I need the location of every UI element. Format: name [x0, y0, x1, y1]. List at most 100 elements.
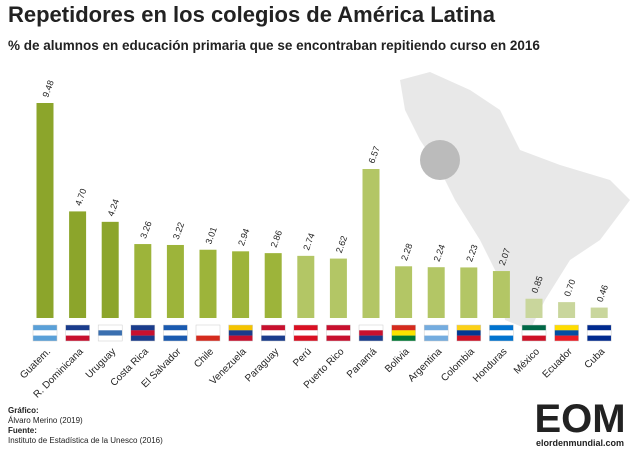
bar	[297, 255, 315, 318]
flag-border	[293, 324, 319, 342]
flag	[489, 330, 514, 336]
flag	[326, 335, 351, 341]
flag	[456, 335, 481, 341]
x-tick-label: Panamá	[345, 346, 379, 380]
flag	[554, 330, 579, 336]
flag	[33, 325, 57, 331]
flag	[293, 325, 318, 331]
value-label: 2.28	[399, 242, 414, 262]
flag	[424, 325, 449, 331]
value-label: 4.24	[106, 198, 121, 218]
value-label: 4.70	[73, 187, 88, 207]
footer-text: Instituto de Estadística de la Unesco (2…	[8, 436, 163, 445]
flag	[163, 325, 188, 331]
flag-border	[228, 324, 253, 342]
flag-border	[391, 324, 416, 342]
x-tick-label: Perú	[291, 346, 314, 369]
flag-border	[130, 324, 156, 342]
flag	[130, 335, 155, 341]
flag	[489, 325, 514, 331]
flag	[228, 330, 253, 336]
value-label: 2.23	[464, 243, 479, 263]
flag	[196, 335, 220, 341]
footer-label: Gráfico:	[8, 406, 39, 415]
x-tick-label: México	[512, 346, 542, 376]
value-label: 2.86	[269, 229, 284, 249]
flag	[587, 325, 612, 331]
flag	[359, 330, 383, 336]
bar	[232, 251, 250, 318]
flag	[65, 335, 90, 341]
x-tick-label: Ecuador	[541, 346, 576, 381]
flag	[130, 325, 155, 331]
flag	[391, 330, 416, 336]
flag	[196, 330, 220, 336]
flag	[456, 330, 481, 336]
chart-title: Repetidores en los colegios de América L…	[8, 2, 496, 27]
bar	[264, 253, 282, 318]
flag	[587, 335, 612, 341]
bar	[69, 211, 87, 318]
flag	[293, 330, 318, 336]
flag	[196, 325, 220, 331]
value-label: 0.46	[595, 283, 610, 303]
x-tick-label: Paraguay	[243, 346, 281, 384]
icon	[420, 140, 460, 180]
flag-border	[586, 324, 612, 342]
value-label: 3.26	[138, 220, 153, 240]
flag	[98, 335, 123, 341]
value-label: 2.62	[334, 234, 349, 254]
value-label: 0.70	[562, 278, 577, 298]
flag-border	[260, 324, 286, 342]
x-tick-label: Argentina	[406, 346, 444, 384]
value-label: 2.74	[301, 232, 316, 252]
value-label: 3.01	[203, 226, 218, 246]
bar	[590, 307, 608, 318]
flag	[359, 325, 383, 331]
x-tick-label: Cuba	[583, 346, 608, 371]
flag	[163, 330, 188, 336]
flag	[522, 335, 546, 341]
flag	[424, 330, 449, 336]
x-tick-label: Bolivia	[383, 346, 412, 375]
bar	[134, 244, 152, 318]
bar	[395, 266, 413, 318]
flag	[554, 325, 579, 331]
chart-subtitle: % de alumnos en educación primaria que s…	[8, 38, 540, 53]
flag-border	[326, 324, 351, 342]
footer-text: Álvaro Merino (2019)	[8, 416, 83, 425]
flag-border	[97, 324, 123, 342]
value-label: 9.48	[40, 79, 55, 99]
value-label: 2.24	[432, 243, 447, 263]
flag	[65, 325, 90, 331]
flag	[293, 335, 318, 341]
flag	[261, 330, 286, 336]
flag-border	[489, 324, 514, 342]
flag	[489, 335, 514, 341]
flag-border	[456, 324, 482, 342]
flag	[261, 325, 286, 331]
flag	[391, 335, 416, 341]
x-tick-label: Chile	[192, 346, 216, 370]
map-silhouette	[400, 72, 630, 330]
logo-site: elordenmundial.com	[536, 438, 624, 448]
flag	[33, 330, 57, 336]
flag	[522, 325, 546, 331]
flag-border	[554, 324, 579, 342]
bar	[525, 298, 543, 318]
flag	[424, 335, 449, 341]
bar	[460, 267, 478, 318]
flag	[554, 335, 579, 341]
flag	[33, 335, 57, 341]
flag-border	[423, 324, 449, 342]
flag-border	[163, 324, 188, 342]
value-label: 3.22	[171, 221, 186, 241]
flag	[522, 330, 546, 336]
flag	[163, 335, 188, 341]
flag	[326, 330, 351, 336]
bar	[362, 168, 380, 318]
bar	[101, 221, 119, 318]
flag	[130, 330, 155, 336]
